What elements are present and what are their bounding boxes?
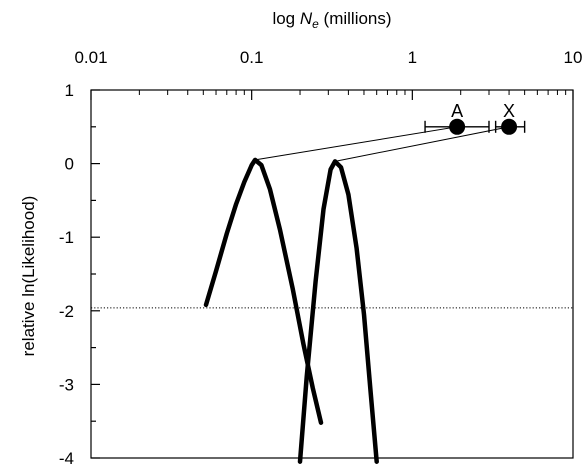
y-axis-title: relative ln(Likelihood) bbox=[19, 196, 38, 357]
x-axis-title-part-4: (millions) bbox=[319, 9, 392, 28]
x-tick-label: 0.1 bbox=[240, 48, 264, 67]
estimate-label-A: A bbox=[451, 101, 463, 121]
estimate-label-X: X bbox=[503, 101, 515, 121]
likelihood-curve-A bbox=[203, 157, 324, 425]
x-axis-title-part-1: log bbox=[272, 9, 299, 28]
x-axis-title: log Ne (millions) bbox=[272, 9, 391, 31]
connector-line-X bbox=[334, 126, 510, 162]
plot-frame bbox=[90, 89, 574, 459]
y-tick-label: -4 bbox=[59, 449, 74, 468]
connector-line-A bbox=[254, 126, 458, 161]
svg-text:log Ne (millions): log Ne (millions) bbox=[272, 9, 391, 31]
y-tick-label: -1 bbox=[59, 228, 74, 247]
estimate-point-A bbox=[449, 118, 466, 135]
x-tick-label: 1 bbox=[408, 48, 417, 67]
x-tick-label: 10 bbox=[564, 48, 583, 67]
y-tick-label: -3 bbox=[59, 375, 74, 394]
x-axis-title-part-3: e bbox=[312, 17, 319, 31]
y-tick-label: 0 bbox=[65, 155, 74, 174]
y-tick-label: -2 bbox=[59, 302, 74, 321]
estimate-point-X bbox=[501, 118, 518, 135]
x-tick-label: 0.01 bbox=[74, 48, 107, 67]
x-axis-title-part-2: N bbox=[300, 9, 313, 28]
likelihood-curve-X bbox=[297, 159, 379, 464]
y-tick-label: 1 bbox=[65, 81, 74, 100]
